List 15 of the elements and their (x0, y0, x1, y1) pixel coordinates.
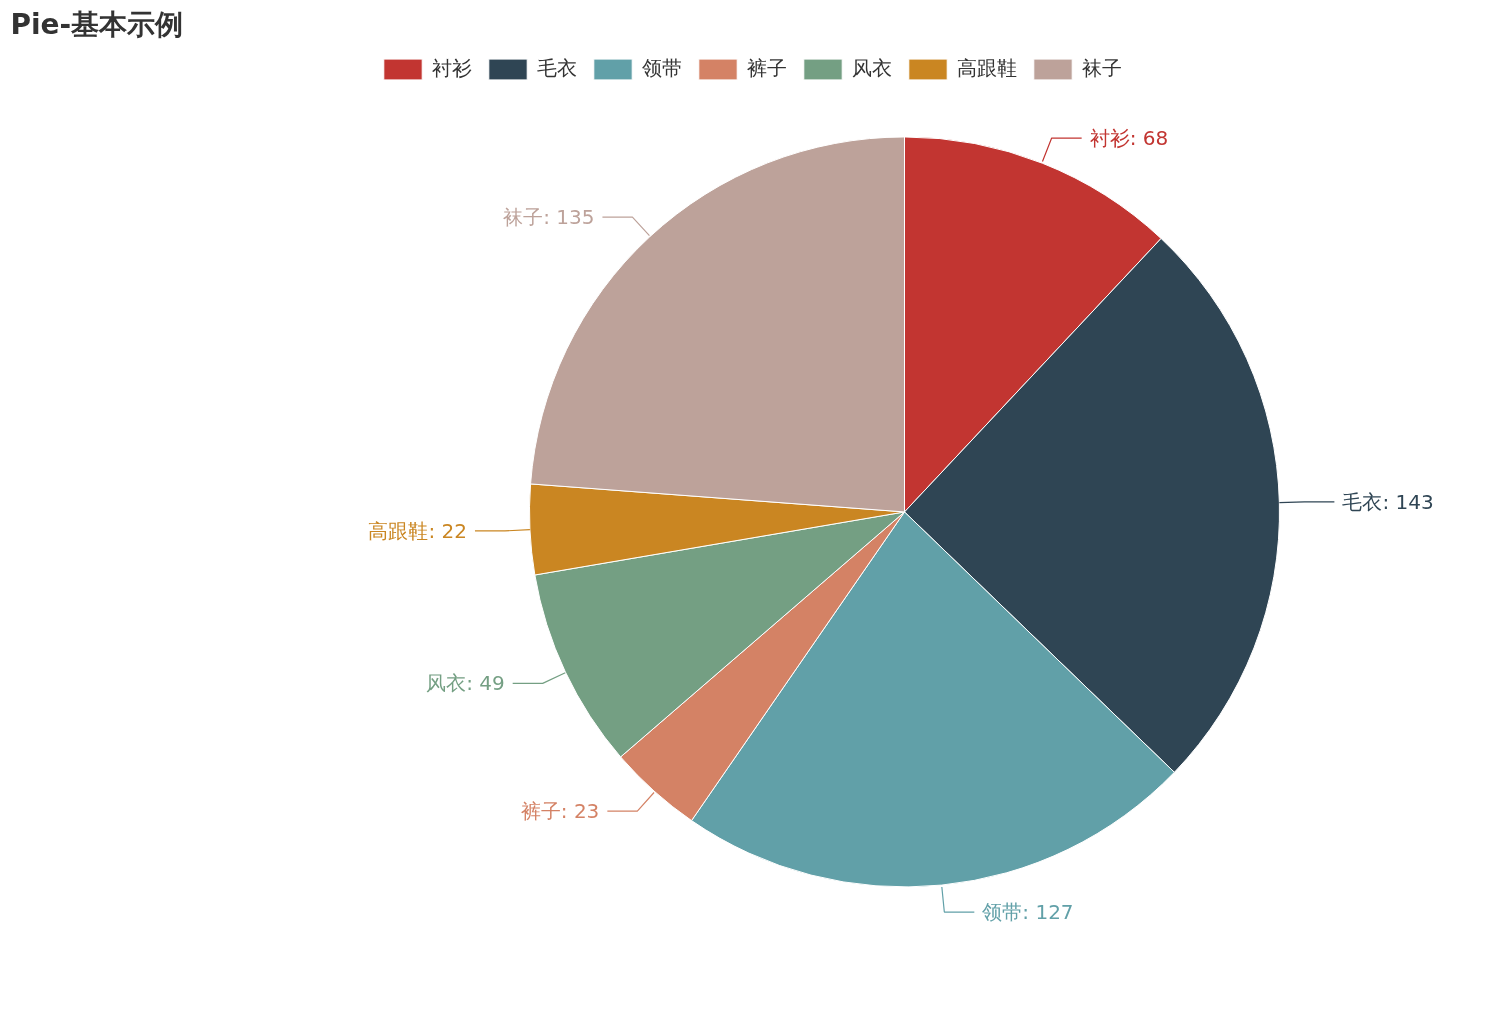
data-label: 风衣: 49 (426, 671, 505, 696)
legend-label: 风衣 (851, 55, 892, 82)
data-label: 领带: 127 (982, 900, 1074, 925)
legend-label: 毛衣 (536, 55, 577, 82)
legend-label: 领带 (641, 55, 682, 82)
data-label: 毛衣: 143 (1342, 489, 1434, 514)
legend-label: 裤子 (746, 55, 787, 82)
legend-label: 高跟鞋 (956, 55, 1017, 82)
data-label: 裤子: 23 (520, 799, 600, 824)
legend-label: 袜子 (1081, 55, 1122, 82)
legend-label: 衬衫 (431, 55, 472, 82)
data-label: 高跟鞋: 22 (368, 518, 467, 543)
text: Pie-基本示例 (10, 7, 184, 41)
data-label: 衬衫: 68 (1089, 126, 1169, 151)
data-label: 袜子: 135 (503, 205, 595, 230)
